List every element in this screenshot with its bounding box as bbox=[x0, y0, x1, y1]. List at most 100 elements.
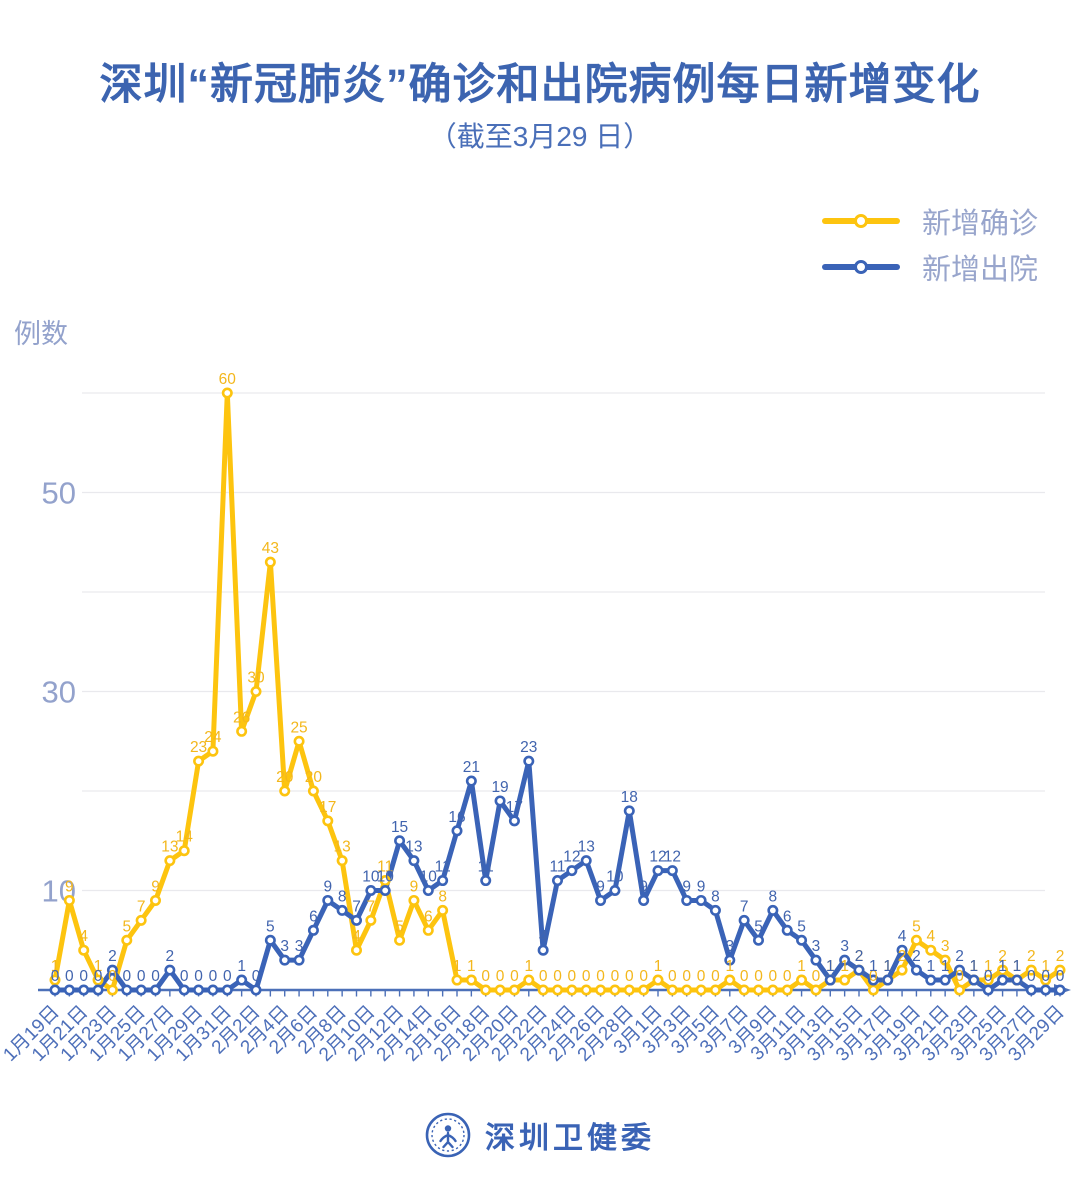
svg-text:7: 7 bbox=[137, 898, 146, 915]
svg-text:0: 0 bbox=[94, 968, 103, 985]
svg-text:60: 60 bbox=[219, 371, 237, 388]
svg-text:1: 1 bbox=[467, 958, 476, 975]
svg-text:9: 9 bbox=[323, 878, 332, 895]
svg-text:0: 0 bbox=[51, 968, 60, 985]
svg-text:10: 10 bbox=[377, 869, 395, 886]
svg-text:25: 25 bbox=[290, 719, 307, 736]
svg-text:1: 1 bbox=[524, 958, 533, 975]
svg-text:5: 5 bbox=[266, 918, 275, 935]
y-axis-title: 例数 bbox=[14, 319, 68, 349]
svg-text:6: 6 bbox=[424, 908, 433, 925]
svg-text:0: 0 bbox=[568, 968, 577, 985]
svg-text:5: 5 bbox=[912, 918, 921, 935]
svg-text:20: 20 bbox=[276, 769, 294, 786]
svg-text:8: 8 bbox=[438, 888, 447, 905]
svg-text:26: 26 bbox=[233, 709, 250, 726]
svg-text:50: 50 bbox=[42, 476, 76, 511]
svg-text:0: 0 bbox=[769, 968, 778, 985]
svg-text:3: 3 bbox=[812, 938, 821, 955]
legend-label-confirmed: 新增确诊 bbox=[921, 208, 1038, 240]
svg-text:0: 0 bbox=[65, 968, 74, 985]
svg-text:12: 12 bbox=[664, 849, 681, 866]
svg-text:5: 5 bbox=[797, 918, 806, 935]
svg-text:9: 9 bbox=[682, 878, 691, 895]
health-commission-logo-icon bbox=[425, 1112, 471, 1158]
svg-text:2: 2 bbox=[912, 948, 921, 965]
svg-text:2: 2 bbox=[1027, 948, 1036, 965]
svg-text:3: 3 bbox=[280, 938, 289, 955]
brand-text: 深圳卫健委 bbox=[485, 1122, 655, 1155]
svg-text:0: 0 bbox=[711, 968, 720, 985]
svg-text:9: 9 bbox=[639, 878, 648, 895]
svg-text:0: 0 bbox=[1027, 968, 1036, 985]
svg-text:16: 16 bbox=[448, 809, 465, 826]
svg-text:4: 4 bbox=[539, 928, 548, 945]
svg-text:1: 1 bbox=[970, 958, 979, 975]
svg-text:10: 10 bbox=[362, 869, 380, 886]
svg-text:0: 0 bbox=[697, 968, 706, 985]
legend-item-confirmed: 新增确诊 bbox=[821, 198, 1038, 244]
svg-text:1: 1 bbox=[1013, 958, 1022, 975]
svg-text:11: 11 bbox=[478, 859, 494, 876]
discharged-marker-icon bbox=[853, 260, 868, 274]
svg-text:3: 3 bbox=[941, 938, 950, 955]
svg-text:2: 2 bbox=[1056, 948, 1065, 965]
svg-text:0: 0 bbox=[79, 968, 88, 985]
svg-text:10: 10 bbox=[420, 869, 438, 886]
svg-text:4: 4 bbox=[926, 928, 935, 945]
svg-text:2: 2 bbox=[855, 948, 864, 965]
svg-text:4: 4 bbox=[898, 928, 907, 945]
svg-text:13: 13 bbox=[161, 839, 178, 856]
svg-text:3: 3 bbox=[295, 938, 304, 955]
svg-text:24: 24 bbox=[204, 729, 222, 746]
svg-text:14: 14 bbox=[176, 829, 194, 846]
svg-text:0: 0 bbox=[596, 968, 605, 985]
svg-text:0: 0 bbox=[682, 968, 691, 985]
svg-text:2: 2 bbox=[998, 948, 1007, 965]
discharged-line-swatch bbox=[821, 260, 900, 274]
svg-text:1: 1 bbox=[237, 958, 246, 975]
page-subtitle: （截至3月29 日） bbox=[428, 121, 652, 152]
svg-text:0: 0 bbox=[496, 968, 505, 985]
svg-text:1: 1 bbox=[725, 958, 734, 975]
svg-text:1: 1 bbox=[869, 958, 878, 975]
svg-text:1: 1 bbox=[970, 958, 979, 975]
svg-text:4: 4 bbox=[352, 928, 361, 945]
svg-text:2: 2 bbox=[855, 948, 864, 965]
legend: 新增确诊 新增出院 bbox=[821, 198, 1038, 290]
svg-text:43: 43 bbox=[262, 540, 279, 557]
svg-text:1: 1 bbox=[654, 958, 663, 975]
svg-text:5: 5 bbox=[754, 918, 763, 935]
svg-text:7: 7 bbox=[352, 898, 361, 915]
svg-text:12: 12 bbox=[563, 849, 580, 866]
svg-text:1: 1 bbox=[984, 958, 993, 975]
svg-text:30: 30 bbox=[247, 670, 265, 687]
svg-text:8: 8 bbox=[711, 888, 720, 905]
svg-text:2: 2 bbox=[108, 948, 117, 965]
svg-text:3: 3 bbox=[725, 938, 734, 955]
svg-text:21: 21 bbox=[463, 759, 480, 776]
svg-text:0: 0 bbox=[668, 968, 677, 985]
svg-text:0: 0 bbox=[223, 968, 232, 985]
svg-text:0: 0 bbox=[582, 968, 591, 985]
svg-text:9: 9 bbox=[697, 878, 706, 895]
svg-text:12: 12 bbox=[649, 849, 666, 866]
svg-text:1: 1 bbox=[94, 958, 103, 975]
svg-text:13: 13 bbox=[334, 839, 351, 856]
svg-text:1: 1 bbox=[883, 958, 892, 975]
svg-text:0: 0 bbox=[481, 968, 490, 985]
svg-text:1: 1 bbox=[826, 958, 835, 975]
svg-text:1: 1 bbox=[797, 958, 806, 975]
confirmed-line-swatch bbox=[821, 214, 900, 228]
svg-text:7: 7 bbox=[740, 898, 749, 915]
svg-text:23: 23 bbox=[190, 739, 207, 756]
svg-text:5: 5 bbox=[395, 918, 404, 935]
svg-text:10: 10 bbox=[606, 869, 624, 886]
svg-text:2: 2 bbox=[898, 948, 907, 965]
svg-text:2: 2 bbox=[955, 948, 964, 965]
svg-text:3: 3 bbox=[840, 938, 849, 955]
svg-text:13: 13 bbox=[578, 839, 595, 856]
legend-item-discharged: 新增出院 bbox=[821, 244, 1038, 290]
svg-text:0: 0 bbox=[194, 968, 203, 985]
